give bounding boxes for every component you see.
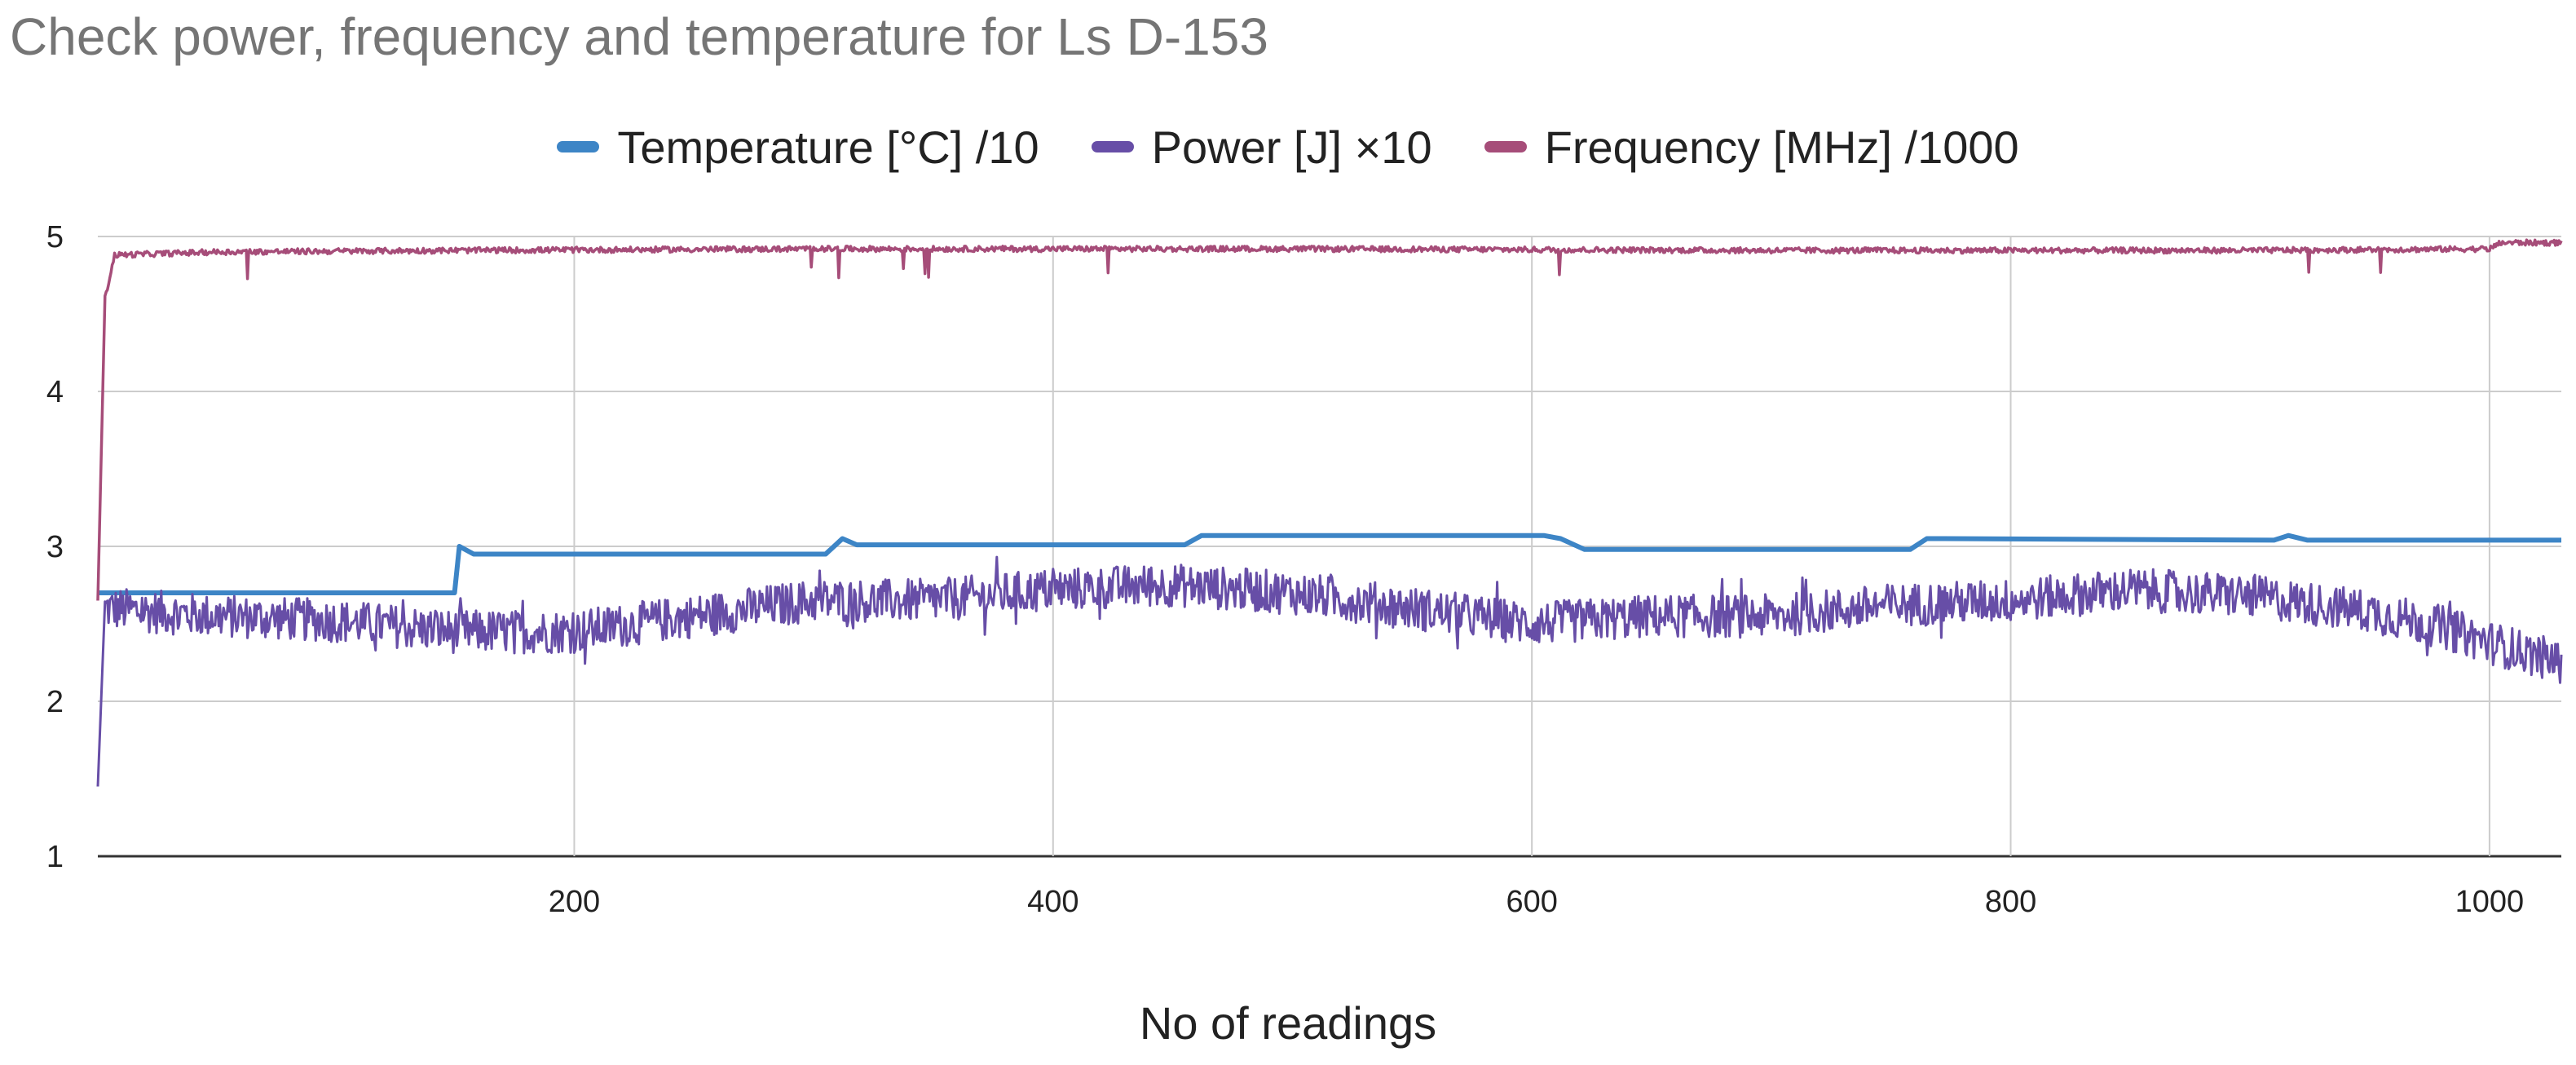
y-tick-label-3: 3 xyxy=(46,530,64,564)
legend-swatch-frequency xyxy=(1484,141,1527,152)
series-line-frequency xyxy=(96,238,2563,601)
x-tick-label-800: 800 xyxy=(1985,885,2036,919)
legend-item-frequency: Frequency [MHz] /1000 xyxy=(1484,121,2019,174)
x-tick-label-600: 600 xyxy=(1506,885,1557,919)
tick-labels: 1 2 3 4 5 200 400 600 800 1000 xyxy=(46,220,2524,919)
y-tick-label-5: 5 xyxy=(46,220,64,254)
legend-swatch-power xyxy=(1091,141,1134,152)
series-line-temperature xyxy=(98,532,2561,595)
x-tick-label-200: 200 xyxy=(549,885,600,919)
grid xyxy=(98,236,2561,858)
x-tick-label-400: 400 xyxy=(1027,885,1078,919)
legend-item-temperature: Temperature [°C] /10 xyxy=(557,121,1039,174)
legend-label-power: Power [J] ×10 xyxy=(1151,121,1432,173)
legend: Temperature [°C] /10 Power [J] ×10 Frequ… xyxy=(0,114,2576,179)
legend-label-temperature: Temperature [°C] /10 xyxy=(617,121,1039,173)
chart-title: Check power, frequency and temperature f… xyxy=(10,7,1268,66)
y-tick-label-4: 4 xyxy=(46,375,64,409)
x-tick-label-1000: 1000 xyxy=(2455,885,2525,919)
legend-item-power: Power [J] ×10 xyxy=(1091,121,1432,174)
legend-label-frequency: Frequency [MHz] /1000 xyxy=(1544,121,2019,173)
y-tick-label-1: 1 xyxy=(46,840,64,874)
series-layer xyxy=(96,238,2563,787)
series-line-power xyxy=(96,555,2563,787)
y-tick-label-2: 2 xyxy=(46,685,64,719)
legend-swatch-temperature xyxy=(557,141,600,152)
x-axis-label: No of readings xyxy=(1139,997,1437,1049)
